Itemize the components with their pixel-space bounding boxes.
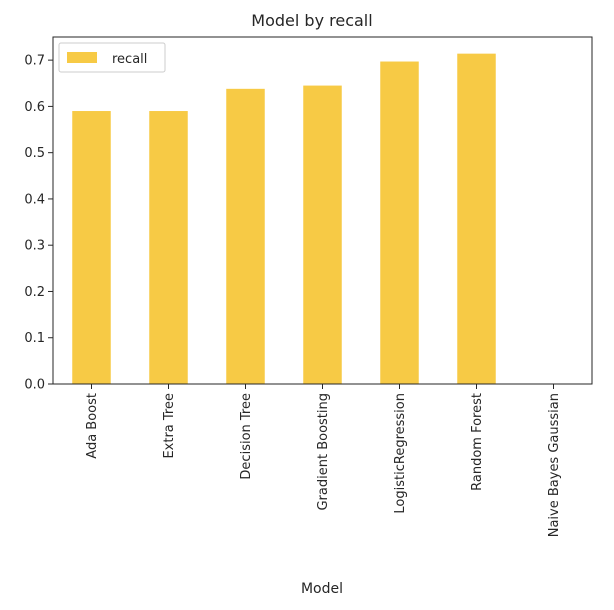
y-tick-label: 0.5: [24, 146, 45, 161]
bar: [149, 111, 188, 384]
bar: [380, 61, 419, 384]
plot-frame: [52, 36, 593, 385]
y-tick-label: 0.7: [24, 54, 45, 69]
x-tick-label: Extra Tree: [162, 393, 177, 459]
x-tick-label: Random Forest: [470, 393, 485, 491]
x-tick-label: Naive Bayes Gaussian: [547, 393, 562, 537]
legend-frame: [58, 42, 166, 73]
legend-label: recall: [112, 52, 147, 67]
chart-title: Model by recall: [251, 11, 372, 30]
y-tick-label: 0.2: [24, 285, 45, 300]
bar: [457, 53, 496, 384]
legend-swatch: [67, 52, 97, 63]
y-tick-label: 0.4: [24, 192, 45, 207]
bar: [72, 111, 111, 384]
plot-area: 0.0 0.1 0.2 0.3 0.4 0.5 0.6 0.7 Ada Boost Extra T…: [24, 36, 593, 537]
legend: recall: [58, 42, 166, 73]
x-axis-title: Model: [301, 581, 343, 597]
y-tick-label: 0.6: [24, 100, 45, 115]
x-tick-label: Ada Boost: [85, 393, 100, 459]
x-tick-label: Decision Tree: [239, 393, 254, 480]
x-tick-label: LogisticRegression: [393, 393, 408, 514]
x-tick-label: Gradient Boosting: [316, 393, 331, 511]
bar: [303, 85, 342, 384]
y-tick-label: 0.0: [24, 378, 45, 393]
bar: [226, 88, 265, 384]
y-tick-label: 0.1: [24, 331, 45, 346]
y-tick-label: 0.3: [24, 239, 45, 254]
